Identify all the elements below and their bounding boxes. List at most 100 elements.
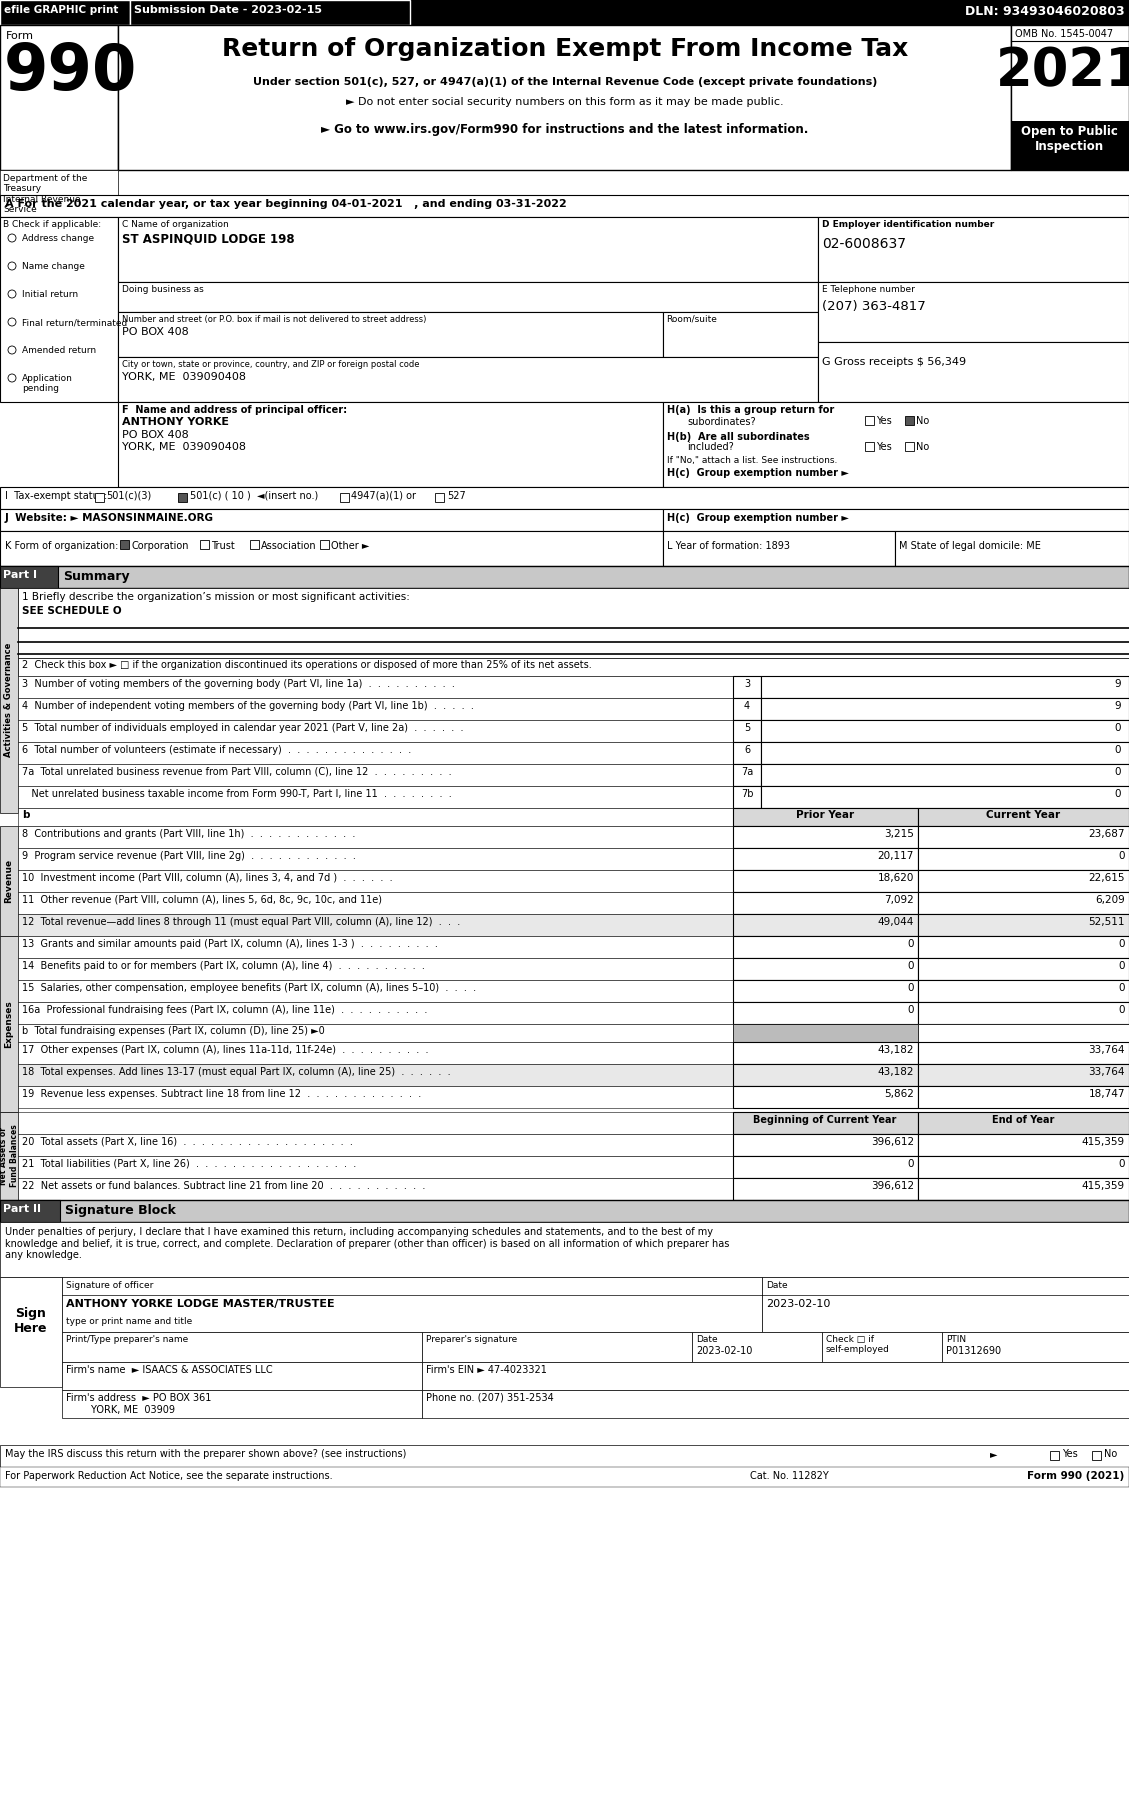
- Text: Name change: Name change: [21, 261, 85, 270]
- Text: YORK, ME  039090408: YORK, ME 039090408: [122, 372, 246, 383]
- Bar: [918, 958, 1129, 980]
- Bar: [733, 1156, 918, 1177]
- Text: 3  Number of voting members of the governing body (Part VI, line 1a)  .  .  .  .: 3 Number of voting members of the govern…: [21, 678, 455, 689]
- Bar: [733, 847, 918, 871]
- Text: 2023-02-10: 2023-02-10: [695, 1346, 752, 1357]
- Text: For Paperwork Reduction Act Notice, see the separate instructions.: For Paperwork Reduction Act Notice, see …: [5, 1471, 333, 1480]
- Text: 990: 990: [5, 42, 138, 103]
- Bar: [733, 698, 761, 720]
- Text: Part II: Part II: [3, 1204, 41, 1214]
- Bar: [130, 0, 410, 25]
- Text: B Check if applicable:: B Check if applicable:: [3, 219, 102, 229]
- Text: 33,764: 33,764: [1088, 1067, 1124, 1078]
- Bar: [18, 847, 733, 871]
- Text: 20  Total assets (Part X, line 16)  .  .  .  .  .  .  .  .  .  .  .  .  .  .  . : 20 Total assets (Part X, line 16) . . . …: [21, 1137, 353, 1146]
- Bar: [761, 764, 1129, 785]
- Bar: [761, 742, 1129, 764]
- Text: 4947(a)(1) or: 4947(a)(1) or: [351, 492, 415, 501]
- Circle shape: [8, 290, 16, 297]
- Text: 0: 0: [1119, 1005, 1124, 1016]
- Bar: [1010, 122, 1129, 171]
- Text: Part I: Part I: [3, 570, 37, 580]
- Bar: [905, 443, 914, 452]
- Text: G Gross receipts $ 56,349: G Gross receipts $ 56,349: [822, 357, 966, 366]
- Bar: [18, 1087, 733, 1108]
- Text: Yes: Yes: [876, 443, 892, 452]
- Bar: [733, 807, 918, 825]
- Text: 9: 9: [1114, 700, 1121, 711]
- Bar: [761, 698, 1129, 720]
- Bar: [422, 1331, 692, 1362]
- Bar: [0, 510, 663, 532]
- Bar: [18, 1041, 733, 1065]
- Text: Preparer's signature: Preparer's signature: [426, 1335, 517, 1344]
- Bar: [733, 980, 918, 1001]
- Text: efile GRAPHIC print: efile GRAPHIC print: [5, 5, 119, 15]
- Text: E Telephone number: E Telephone number: [822, 285, 914, 294]
- Circle shape: [8, 317, 16, 327]
- Text: 0: 0: [1119, 961, 1124, 970]
- Bar: [0, 218, 119, 403]
- Bar: [18, 871, 733, 892]
- Text: I  Tax-exempt status:: I Tax-exempt status:: [5, 492, 107, 501]
- Text: 0: 0: [1119, 1159, 1124, 1168]
- Text: Address change: Address change: [21, 234, 94, 243]
- Bar: [918, 936, 1129, 958]
- Bar: [422, 1390, 1129, 1419]
- Text: Under section 501(c), 527, or 4947(a)(1) of the Internal Revenue Code (except pr: Under section 501(c), 527, or 4947(a)(1)…: [253, 76, 877, 87]
- Text: 4: 4: [744, 700, 750, 711]
- Text: 16a  Professional fundraising fees (Part IX, column (A), line 11e)  .  .  .  .  : 16a Professional fundraising fees (Part …: [21, 1005, 428, 1016]
- Bar: [119, 281, 819, 312]
- Text: Cat. No. 11282Y: Cat. No. 11282Y: [750, 1471, 829, 1480]
- Text: 12  Total revenue—add lines 8 through 11 (must equal Part VIII, column (A), line: 12 Total revenue—add lines 8 through 11 …: [21, 918, 461, 927]
- Text: 2021: 2021: [996, 45, 1129, 96]
- Text: No: No: [916, 415, 929, 426]
- Bar: [733, 1112, 918, 1134]
- Text: Expenses: Expenses: [5, 1000, 14, 1048]
- Text: Open to Public
Inspection: Open to Public Inspection: [1021, 125, 1118, 152]
- Bar: [733, 871, 918, 892]
- Text: 415,359: 415,359: [1082, 1181, 1124, 1192]
- Text: subordinates?: subordinates?: [688, 417, 755, 426]
- Bar: [822, 1331, 942, 1362]
- Text: Form: Form: [6, 31, 34, 42]
- Text: Revenue: Revenue: [5, 860, 14, 903]
- Text: If "No," attach a list. See instructions.: If "No," attach a list. See instructions…: [667, 455, 838, 464]
- Bar: [761, 785, 1129, 807]
- Text: 7a: 7a: [741, 767, 753, 776]
- Bar: [178, 493, 187, 502]
- Text: 9  Program service revenue (Part VIII, line 2g)  .  .  .  .  .  .  .  .  .  .  .: 9 Program service revenue (Part VIII, li…: [21, 851, 356, 862]
- Text: Yes: Yes: [876, 415, 892, 426]
- Bar: [119, 218, 819, 281]
- Bar: [18, 698, 733, 720]
- Text: City or town, state or province, country, and ZIP or foreign postal code: City or town, state or province, country…: [122, 359, 420, 368]
- Bar: [918, 825, 1129, 847]
- Text: 0: 0: [1119, 940, 1124, 949]
- Bar: [663, 312, 819, 357]
- Text: 0: 0: [908, 983, 914, 992]
- Bar: [0, 825, 18, 936]
- Text: 2  Check this box ► □ if the organization discontinued its operations or dispose: 2 Check this box ► □ if the organization…: [21, 660, 592, 669]
- Text: 18  Total expenses. Add lines 13-17 (must equal Part IX, column (A), line 25)  .: 18 Total expenses. Add lines 13-17 (must…: [21, 1067, 450, 1078]
- Bar: [819, 218, 1129, 281]
- Text: YORK, ME  039090408: YORK, ME 039090408: [122, 443, 246, 452]
- Text: Net Assets or
Fund Balances: Net Assets or Fund Balances: [0, 1125, 19, 1188]
- Bar: [0, 171, 119, 219]
- Bar: [918, 914, 1129, 936]
- Bar: [733, 958, 918, 980]
- Text: Association: Association: [261, 541, 316, 551]
- Text: YORK, ME  03909: YORK, ME 03909: [65, 1406, 175, 1415]
- Text: 15  Salaries, other compensation, employee benefits (Part IX, column (A), lines : 15 Salaries, other compensation, employe…: [21, 983, 476, 992]
- Text: PTIN: PTIN: [946, 1335, 966, 1344]
- Text: Form 990 (2021): Form 990 (2021): [1026, 1471, 1124, 1480]
- Bar: [18, 892, 733, 914]
- Text: Signature Block: Signature Block: [65, 1204, 176, 1217]
- Text: Current Year: Current Year: [986, 811, 1060, 820]
- Text: J  Website: ► MASONSINMAINE.ORG: J Website: ► MASONSINMAINE.ORG: [5, 513, 215, 522]
- Text: ►: ►: [990, 1449, 998, 1458]
- Bar: [0, 1201, 1129, 1223]
- Bar: [119, 403, 663, 486]
- Bar: [18, 720, 733, 742]
- Bar: [761, 677, 1129, 698]
- Bar: [918, 807, 1129, 825]
